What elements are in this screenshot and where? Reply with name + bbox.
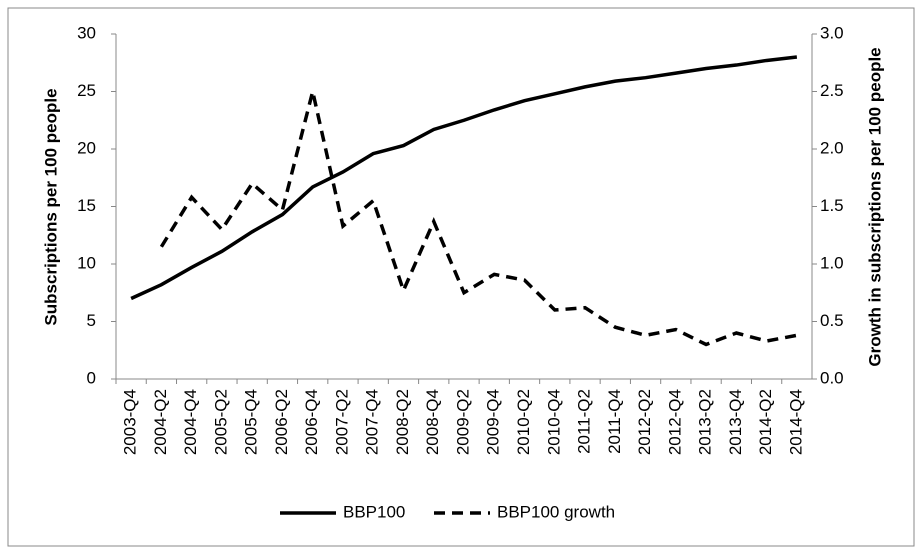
x-tick-label: 2013-Q2 (696, 389, 715, 455)
x-tick-label: 2011-Q4 (605, 389, 624, 454)
y2-tick-label: 3.0 (820, 23, 844, 42)
x-tick-label: 2006-Q4 (302, 389, 321, 455)
chart-border (7, 7, 915, 547)
y-tick-label: 5 (87, 311, 96, 330)
x-tick-label: 2008-Q4 (423, 389, 442, 455)
y-tick-label: 20 (77, 138, 96, 157)
y-tick-label: 30 (77, 23, 96, 42)
y2-tick-label: 2.5 (820, 81, 844, 100)
y2-tick-label: 0.5 (820, 311, 844, 330)
legend-label: BBP100 (343, 502, 405, 521)
y-tick-label: 25 (77, 81, 96, 100)
x-tick-label: 2003-Q4 (121, 389, 140, 455)
x-tick-label: 2012-Q2 (635, 389, 654, 455)
y2-tick-label: 0.0 (820, 368, 844, 387)
y-tick-label: 15 (77, 196, 96, 215)
x-tick-label: 2004-Q4 (181, 389, 200, 455)
y-tick-label: 10 (77, 253, 96, 272)
x-tick-label: 2011-Q2 (575, 389, 594, 454)
y2-tick-label: 1.0 (820, 253, 844, 272)
y2-tick-label: 2.0 (820, 138, 844, 157)
x-tick-label: 2005-Q2 (211, 389, 230, 455)
series-line (159, 91, 798, 347)
x-tick-label: 2010-Q2 (514, 389, 533, 455)
x-tick-label: 2007-Q2 (332, 389, 351, 455)
x-tick-label: 2013-Q4 (726, 389, 745, 455)
x-tick-label: 2012-Q4 (665, 389, 684, 455)
x-tick-label: 2006-Q2 (272, 389, 291, 455)
legend-label: BBP100 growth (497, 502, 615, 521)
x-tick-label: 2009-Q4 (484, 389, 503, 455)
x-tick-label: 2014-Q4 (786, 389, 805, 455)
y2-tick-label: 1.5 (820, 196, 844, 215)
y2-axis-title: Growth in subscriptions per 100 people (865, 47, 884, 366)
x-tick-label: 2010-Q4 (544, 389, 563, 455)
y-tick-label: 0 (87, 368, 96, 387)
x-tick-label: 2014-Q2 (756, 389, 775, 455)
y-axis-title: Subscriptions per 100 people (41, 88, 60, 325)
series-line (130, 55, 798, 301)
x-tick-label: 2007-Q4 (363, 389, 382, 455)
x-tick-label: 2008-Q2 (393, 389, 412, 455)
x-tick-label: 2009-Q2 (453, 389, 472, 455)
x-tick-label: 2005-Q4 (242, 389, 261, 455)
x-tick-label: 2004-Q2 (151, 389, 170, 455)
